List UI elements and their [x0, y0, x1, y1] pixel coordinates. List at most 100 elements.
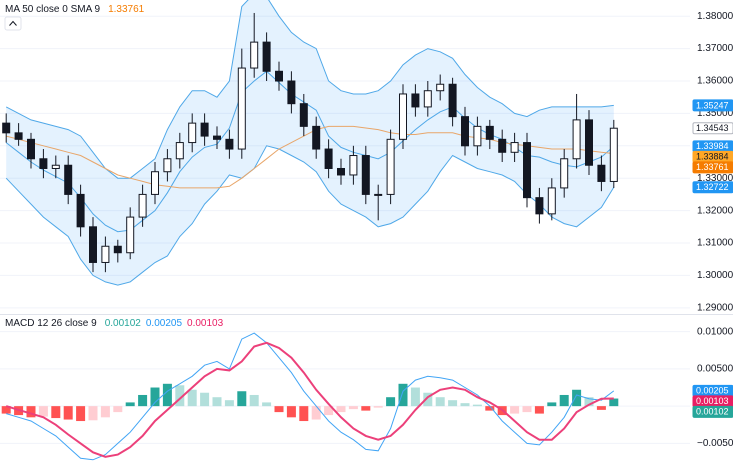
price-tag	[692, 99, 733, 112]
histogram-bar	[125, 402, 135, 407]
candle-body	[498, 138, 507, 153]
candle-body	[411, 93, 420, 108]
candle-body	[126, 216, 135, 254]
candle-body	[113, 245, 122, 254]
y-tick-label: 1.31000	[697, 238, 733, 249]
price-legend: MA 50 close 0 SMA 9 1.33761	[5, 4, 145, 15]
candle-body	[361, 155, 370, 195]
candle-body	[225, 138, 234, 150]
histogram-bar	[26, 406, 36, 418]
price-tag-label: 1.33761	[696, 162, 729, 172]
candle-body	[138, 193, 147, 218]
grid	[0, 15, 690, 444]
legend-label: MACD 12 26 close 9	[5, 318, 97, 329]
price-tag-label: 1.34543	[696, 123, 729, 133]
histogram-bar	[224, 400, 234, 407]
candle-body	[473, 125, 482, 147]
histogram-bar	[609, 398, 619, 407]
price-tag-label: 0.00103	[696, 396, 729, 406]
histogram-bar	[286, 406, 296, 418]
candle-body	[262, 41, 271, 72]
price-tag-label: 1.33984	[696, 141, 729, 151]
candle-body	[448, 83, 457, 118]
histogram-bar	[534, 406, 544, 414]
histogram-bar	[435, 397, 445, 407]
histogram-bar	[522, 406, 532, 413]
histogram-bar	[113, 406, 123, 413]
y-tick-label: 0.01000	[697, 326, 733, 337]
histogram-bar	[249, 394, 259, 407]
candle-body	[609, 127, 618, 182]
histogram-bar	[559, 394, 569, 407]
candle-body	[523, 142, 531, 199]
candle-body	[436, 83, 445, 92]
candle-body	[213, 135, 221, 140]
signal-line	[5, 341, 614, 458]
candle-body	[287, 80, 296, 105]
histogram-bar	[547, 402, 557, 407]
candle-body	[175, 142, 184, 160]
candle-body	[39, 158, 48, 169]
candle-body	[151, 171, 159, 195]
histogram-bar	[361, 406, 371, 411]
histogram-bar	[311, 406, 321, 420]
histogram-bar	[386, 397, 396, 407]
histogram-bar	[584, 397, 594, 407]
price-tag-label: 1.32722	[696, 182, 729, 192]
histogram-bar	[162, 383, 172, 407]
histogram-bar	[1, 406, 11, 414]
histogram-bar	[398, 383, 408, 407]
legend-value: 0.00103	[187, 318, 224, 329]
candle-body	[585, 119, 593, 166]
y-tick-label: 1.30000	[697, 270, 733, 281]
y-tick-label: 1.35000	[697, 108, 733, 119]
candle-body	[250, 41, 259, 69]
band-lower	[5, 145, 615, 286]
y-tick-label: 1.38000	[697, 11, 733, 22]
histogram-bar	[51, 406, 61, 419]
y-tick-label: 1.29000	[697, 302, 733, 313]
candle-body	[510, 142, 519, 153]
y-tick-label: −0.00500	[697, 438, 733, 449]
price-tag	[692, 405, 733, 418]
y-tick-label: 1.32000	[697, 205, 733, 216]
candle-body	[572, 119, 581, 160]
candle-body	[399, 93, 407, 140]
candle-body	[76, 193, 85, 228]
y-tick-label: 1.36000	[697, 76, 733, 87]
histogram-bar	[596, 406, 606, 410]
candle-body	[2, 122, 11, 134]
price-tag	[692, 181, 733, 194]
histogram-bar	[460, 403, 470, 407]
histogram-bar	[63, 406, 73, 420]
candle-body	[14, 132, 23, 140]
y-tick-label: 0.00500	[697, 364, 733, 375]
candle-body	[312, 125, 321, 150]
collapse-button[interactable]	[4, 16, 22, 31]
candle-body	[200, 122, 209, 137]
candle-body	[89, 226, 97, 263]
price-tag	[692, 161, 733, 174]
price-tag-label: 1.35247	[696, 100, 729, 110]
histogram-bar	[423, 392, 433, 407]
legend-value: 0.00205	[146, 318, 183, 329]
histogram-bar	[212, 397, 222, 407]
candle-body	[51, 164, 60, 169]
histogram-bar	[348, 406, 358, 410]
candle-body	[535, 197, 544, 215]
histogram-bar	[472, 404, 482, 407]
histogram-bar	[88, 406, 98, 421]
candle-body	[237, 67, 246, 150]
collapse-icon	[9, 20, 17, 26]
candle-body	[188, 122, 197, 144]
histogram-bar	[373, 406, 383, 408]
candle-body	[597, 164, 606, 182]
histogram-bar	[336, 406, 346, 413]
candle-body	[299, 103, 308, 127]
price-tag-label: 0.00205	[696, 386, 729, 396]
candle-body	[386, 138, 395, 195]
histogram-bar	[76, 406, 86, 422]
candle-body	[27, 138, 35, 160]
candle-body	[560, 158, 569, 189]
